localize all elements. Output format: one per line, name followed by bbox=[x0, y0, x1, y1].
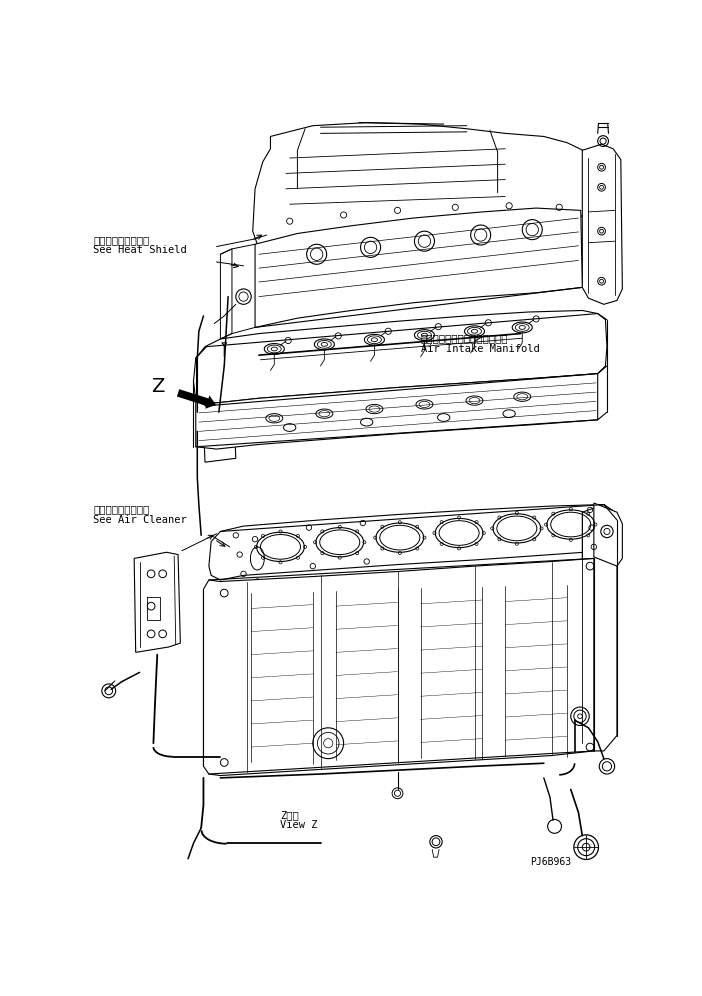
FancyArrow shape bbox=[177, 389, 216, 408]
Polygon shape bbox=[134, 552, 180, 652]
Polygon shape bbox=[209, 505, 617, 580]
Text: Z: Z bbox=[151, 377, 164, 396]
Polygon shape bbox=[204, 559, 594, 776]
Text: Air Intake Manifold: Air Intake Manifold bbox=[420, 344, 539, 354]
Polygon shape bbox=[204, 420, 236, 462]
Text: Z　視: Z 視 bbox=[281, 810, 299, 821]
Polygon shape bbox=[253, 123, 590, 254]
Polygon shape bbox=[582, 505, 617, 751]
Text: See Air Cleaner: See Air Cleaner bbox=[93, 515, 187, 525]
Polygon shape bbox=[594, 503, 623, 566]
Polygon shape bbox=[255, 208, 582, 328]
Text: See Heat Shield: See Heat Shield bbox=[93, 245, 187, 255]
Text: エアーインテークマニホールド: エアーインテークマニホールド bbox=[420, 334, 508, 344]
Text: PJ6B963: PJ6B963 bbox=[530, 858, 571, 868]
Polygon shape bbox=[220, 249, 232, 339]
Text: エアークリーナ参照: エアークリーナ参照 bbox=[93, 505, 150, 515]
Text: ヒートシールド参照: ヒートシールド参照 bbox=[93, 235, 150, 245]
Text: View Z: View Z bbox=[281, 821, 318, 831]
Polygon shape bbox=[196, 374, 597, 449]
Polygon shape bbox=[582, 144, 623, 305]
Polygon shape bbox=[194, 311, 607, 406]
